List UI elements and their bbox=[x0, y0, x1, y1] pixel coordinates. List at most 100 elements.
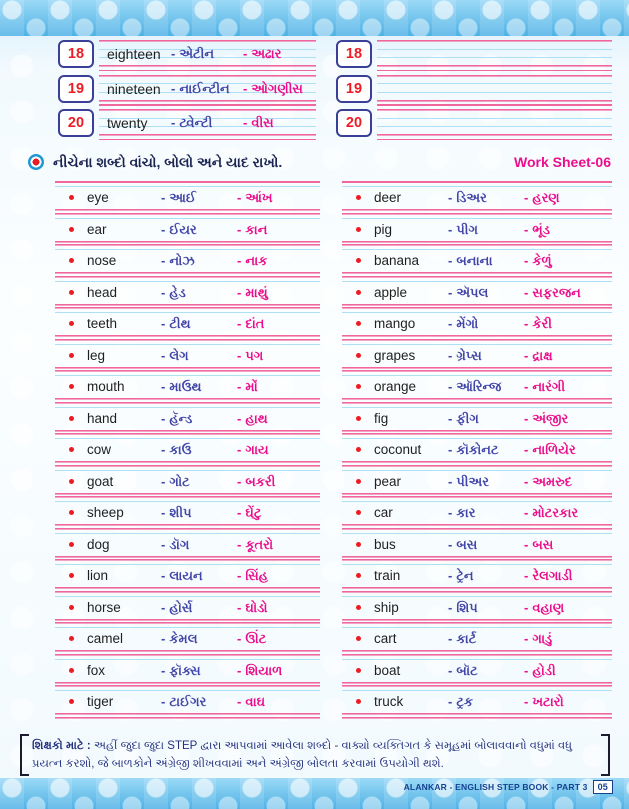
instruction-row: નીચેના શબ્દો વાંચો, બોલો અને યાદ રાખો. W… bbox=[28, 152, 611, 172]
dash: - bbox=[524, 473, 529, 489]
vocab-column-left: eye - આઈ - આંખ ear - ઈયર - કાન nose - નોઝ - નાક head… bbox=[55, 181, 320, 720]
dash: - bbox=[161, 631, 166, 646]
gujarati-meaning: - દ્રાક્ષ bbox=[524, 347, 553, 363]
gujarati-meaning: - દાંત bbox=[237, 316, 265, 331]
gujarati-meaning: - બકરી bbox=[237, 473, 276, 489]
vocab-row: train - ટ્રેન - રેલગાડી bbox=[342, 562, 612, 594]
dash: - bbox=[161, 536, 166, 552]
ruled-lines: twenty - ટ્વેન્ટી - વીસ bbox=[99, 109, 316, 141]
dash: - bbox=[161, 379, 166, 394]
transliteration: - હોર્સ bbox=[161, 599, 193, 615]
number-box: 20 bbox=[336, 109, 372, 137]
vocab-row: camel - કેમલ - ઊંટ bbox=[55, 625, 320, 657]
dash: - bbox=[171, 46, 176, 61]
bullet-dot bbox=[356, 415, 361, 421]
gujarati-meaning: - કેળું bbox=[524, 253, 552, 268]
vocab-row: fig - ફીગ - અંજીર bbox=[342, 405, 612, 436]
vocab-row: cart - કાર્ટ - ગાડું bbox=[342, 625, 612, 657]
dash: - bbox=[243, 46, 248, 61]
gujarati-meaning: - નાળિયેર bbox=[524, 442, 576, 457]
transliteration: - હેડ bbox=[161, 284, 186, 300]
transliteration: - ગોટ bbox=[161, 473, 190, 489]
ruled-lines: eighteen - એટીન - અઢાર bbox=[99, 40, 316, 72]
transliteration: - કૉકોનટ bbox=[448, 442, 499, 457]
bullet-dot bbox=[69, 289, 74, 295]
english-word: sheep bbox=[87, 505, 124, 520]
bullet-dot bbox=[69, 258, 74, 263]
vocab-row: leg - લેગ - પગ bbox=[55, 342, 320, 373]
english-word: cow bbox=[87, 442, 112, 457]
vocab-row: teeth - ટીથ - દાંત bbox=[55, 310, 320, 342]
dash: - bbox=[448, 536, 453, 552]
vocab-row: bus - બસ - બસ bbox=[342, 531, 612, 562]
bullet-dot bbox=[69, 667, 74, 673]
gujarati-meaning: - હાથ bbox=[237, 410, 268, 426]
teacher-note-text: અહીં જુદા જુદા STEP દ્વારા આપવામાં આવેલા… bbox=[32, 740, 573, 771]
transliteration: - શીપ bbox=[161, 505, 192, 520]
transliteration: - કાર્ટ bbox=[448, 631, 477, 646]
dash: - bbox=[448, 473, 453, 489]
dash: - bbox=[448, 221, 453, 237]
bullet-dot bbox=[69, 447, 74, 452]
dash: - bbox=[524, 599, 529, 615]
vocab-row: hand - હૅન્ડ - હાથ bbox=[55, 405, 320, 436]
bullet-dot bbox=[69, 541, 74, 547]
vocab-column-right: deer - ડિઅર - હરણ pig - પીગ - ભૂંડ banana - બનાના -… bbox=[342, 181, 612, 720]
bullet-dot bbox=[356, 258, 361, 263]
dash: - bbox=[161, 473, 166, 489]
transliteration: - બનાના bbox=[448, 253, 493, 268]
gujarati-meaning: - કાન bbox=[237, 221, 268, 237]
target-bullet-icon bbox=[28, 154, 44, 170]
english-word: coconut bbox=[374, 442, 422, 457]
number-box: 20 bbox=[58, 109, 94, 137]
dash: - bbox=[237, 442, 242, 457]
transliteration: - આઈ bbox=[161, 190, 196, 205]
dash: - bbox=[161, 221, 166, 237]
english-word: deer bbox=[374, 190, 402, 205]
dash: - bbox=[161, 694, 166, 709]
gujarati-meaning: - ઊંટ bbox=[237, 631, 267, 646]
vocab-row: coconut - કૉકોનટ - નાળિયેર bbox=[342, 436, 612, 468]
bullet-dot bbox=[356, 447, 361, 452]
english-word: banana bbox=[374, 253, 420, 268]
gujarati-meaning: - વાઘ bbox=[237, 694, 266, 709]
dash: - bbox=[237, 410, 242, 426]
english-word: goat bbox=[87, 473, 114, 489]
dash: - bbox=[237, 631, 242, 646]
transliteration: - નાઈન્ટીન bbox=[171, 80, 230, 96]
gujarati-meaning: - અંજીર bbox=[524, 410, 569, 426]
english-word: nose bbox=[87, 253, 117, 268]
transliteration: - બસ bbox=[448, 536, 478, 552]
blank-ruled-lines bbox=[377, 109, 612, 141]
dash: - bbox=[243, 80, 248, 96]
gujarati-meaning: - કેરી bbox=[524, 316, 552, 331]
gujarati-meaning: - આંખ bbox=[237, 190, 273, 205]
bullet-dot bbox=[69, 478, 74, 484]
english-word: truck bbox=[374, 694, 404, 709]
gujarati-meaning: - ઘોડો bbox=[237, 599, 268, 615]
gujarati-meaning: - પગ bbox=[237, 347, 264, 363]
english-word: fox bbox=[87, 662, 106, 678]
english-word: tiger bbox=[87, 694, 114, 709]
bullet-dot bbox=[356, 636, 361, 641]
dash: - bbox=[524, 536, 529, 552]
number-box: 19 bbox=[58, 74, 94, 103]
dash: - bbox=[161, 410, 166, 426]
english-word: nineteen bbox=[107, 80, 161, 97]
worksheet-label: Work Sheet-06 bbox=[514, 154, 611, 170]
english-word: orange bbox=[374, 379, 417, 394]
gujarati-meaning: - ગાય bbox=[237, 442, 269, 457]
transliteration: - ટ્રક bbox=[448, 694, 474, 709]
ruled-lines: nineteen - નાઈન્ટીન - ઓગણીસ bbox=[99, 74, 316, 106]
transliteration: - પીઅર bbox=[448, 473, 489, 489]
dash: - bbox=[448, 253, 453, 268]
bullet-dot bbox=[69, 415, 74, 421]
dash: - bbox=[237, 190, 242, 205]
vocab-row: deer - ડિઅર - હરણ bbox=[342, 184, 612, 216]
bullet-dot bbox=[69, 510, 74, 515]
gujarati-meaning: - ખટારો bbox=[524, 694, 564, 709]
bullet-dot bbox=[356, 510, 361, 515]
transliteration: - લેગ bbox=[161, 347, 189, 363]
bullet-dot bbox=[69, 226, 74, 232]
